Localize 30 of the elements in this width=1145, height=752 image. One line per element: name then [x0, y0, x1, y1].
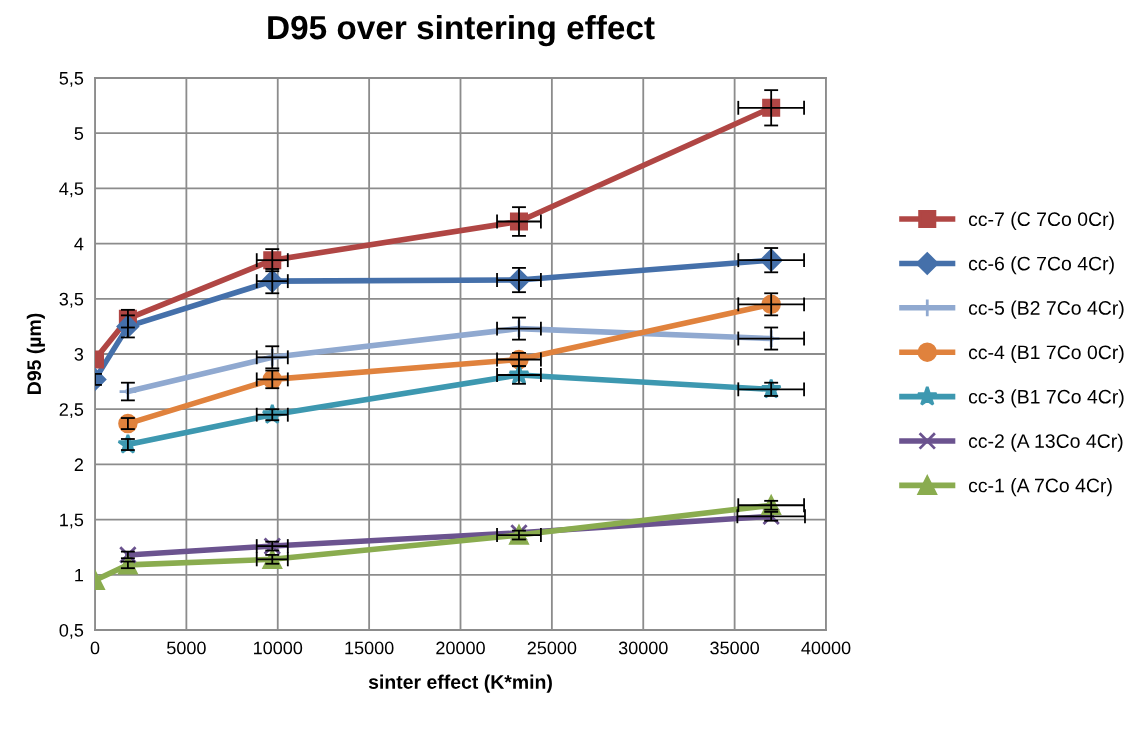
x-tick-label: 5000	[167, 641, 206, 655]
x-tick-label: 35000	[710, 641, 760, 655]
y-tick-label: 1	[75, 568, 84, 582]
legend-label: cc-5 (B2 7Co 4Cr)	[968, 300, 1124, 319]
x-tick-label: 20000	[436, 641, 485, 655]
y-tick-label: 3	[74, 347, 84, 361]
x-tick-label: 25000	[527, 641, 577, 655]
x-tick-label: 0	[90, 641, 100, 655]
chart-title: D95 over sintering effect	[268, 14, 655, 47]
y-tick-label: 5	[74, 127, 84, 140]
y-tick-label: 1,5	[60, 513, 84, 529]
legend-label: cc-2 (A 13Co 4Cr)	[968, 433, 1123, 452]
y-tick-label: 2,5	[59, 403, 84, 419]
legend-label: cc-3 (B1 7Co 4Cr)	[968, 389, 1124, 408]
y-tick-label: 4,5	[59, 182, 84, 198]
legend-label: cc-1 (A 7Co 4Cr)	[968, 478, 1112, 497]
y-tick-label: 5,5	[59, 72, 84, 87]
y-tick-label: 2	[74, 458, 83, 471]
y-tick-label: 4	[74, 237, 84, 251]
legend-label: cc-7 (C 7Co 0Cr)	[968, 211, 1114, 230]
legend-label: cc-4 (B1 7Co 0Cr)	[968, 344, 1124, 364]
y-tick-label: 3,5	[59, 292, 84, 308]
y-axis-title: D95 (µm)	[26, 313, 45, 394]
x-tick-label: 15000	[345, 641, 394, 655]
y-tick-label: 0,5	[59, 623, 84, 639]
x-tick-label: 40000	[801, 641, 851, 655]
x-tick-label: 10000	[254, 641, 303, 655]
x-tick-label: 30000	[618, 641, 668, 655]
x-axis-title: sinter effect (K*min)	[368, 674, 552, 693]
legend-label: cc-6 (C 7Co 4Cr)	[968, 256, 1114, 275]
